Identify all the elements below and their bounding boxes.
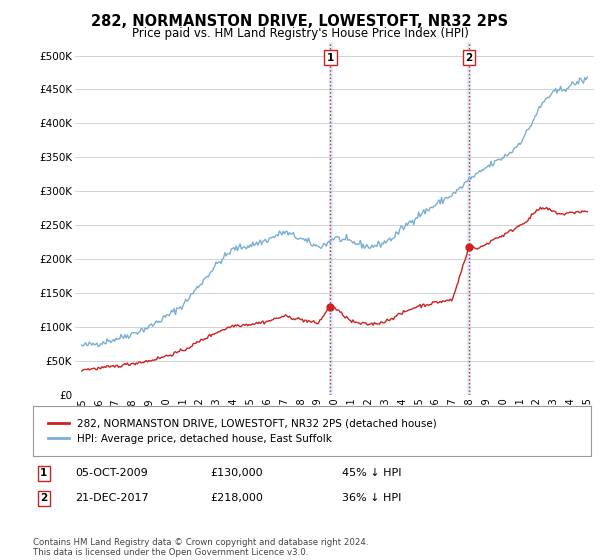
- Text: 1: 1: [326, 53, 334, 63]
- Text: 2: 2: [40, 493, 47, 503]
- Text: 05-OCT-2009: 05-OCT-2009: [75, 468, 148, 478]
- Legend: 282, NORMANSTON DRIVE, LOWESTOFT, NR32 2PS (detached house), HPI: Average price,: 282, NORMANSTON DRIVE, LOWESTOFT, NR32 2…: [44, 414, 441, 448]
- Bar: [467, 42, 470, 395]
- Text: Price paid vs. HM Land Registry's House Price Index (HPI): Price paid vs. HM Land Registry's House …: [131, 27, 469, 40]
- Text: 282, NORMANSTON DRIVE, LOWESTOFT, NR32 2PS: 282, NORMANSTON DRIVE, LOWESTOFT, NR32 2…: [91, 14, 509, 29]
- Text: 36% ↓ HPI: 36% ↓ HPI: [342, 493, 401, 503]
- Text: 21-DEC-2017: 21-DEC-2017: [75, 493, 149, 503]
- Bar: [329, 42, 332, 395]
- Text: £130,000: £130,000: [210, 468, 263, 478]
- Text: Contains HM Land Registry data © Crown copyright and database right 2024.
This d: Contains HM Land Registry data © Crown c…: [33, 538, 368, 557]
- Text: 1: 1: [40, 468, 47, 478]
- Text: 45% ↓ HPI: 45% ↓ HPI: [342, 468, 401, 478]
- Text: 2: 2: [465, 53, 472, 63]
- Text: £218,000: £218,000: [210, 493, 263, 503]
